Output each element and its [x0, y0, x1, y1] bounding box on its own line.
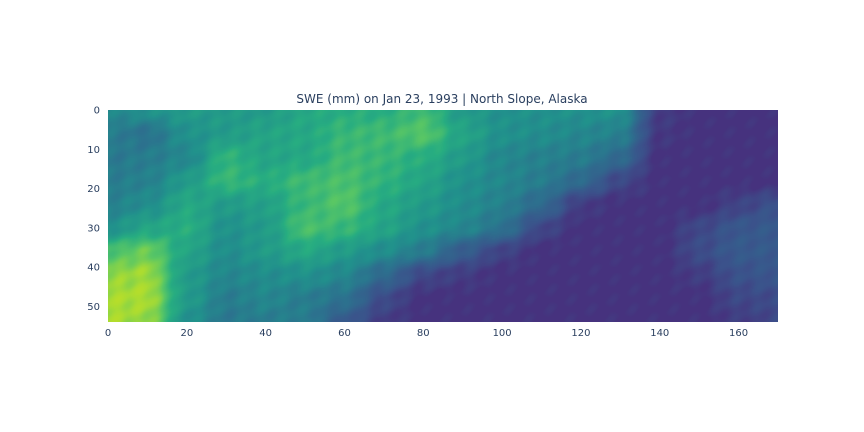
x-tick-label: 0 [105, 328, 111, 339]
x-tick-label: 160 [729, 328, 748, 339]
y-axis: 0 10 20 30 40 50 [87, 106, 100, 313]
x-tick-label: 60 [338, 328, 351, 339]
chart-title: SWE (mm) on Jan 23, 1993 | North Slope, … [296, 92, 587, 106]
y-tick-label: 30 [87, 223, 100, 234]
y-tick-label: 20 [87, 184, 100, 195]
x-tick-label: 120 [571, 328, 590, 339]
y-tick-label: 50 [87, 302, 100, 313]
x-tick-label: 20 [180, 328, 193, 339]
x-tick-label: 140 [650, 328, 669, 339]
x-axis: 0 20 40 60 80 100 120 140 160 [105, 328, 748, 339]
y-tick-label: 40 [87, 263, 100, 274]
x-tick-label: 40 [259, 328, 272, 339]
plot-area [108, 110, 778, 322]
x-tick-label: 80 [417, 328, 430, 339]
x-tick-label: 100 [493, 328, 512, 339]
y-tick-label: 10 [87, 145, 100, 156]
heatmap-surface [108, 110, 778, 322]
y-tick-label: 0 [94, 106, 100, 117]
